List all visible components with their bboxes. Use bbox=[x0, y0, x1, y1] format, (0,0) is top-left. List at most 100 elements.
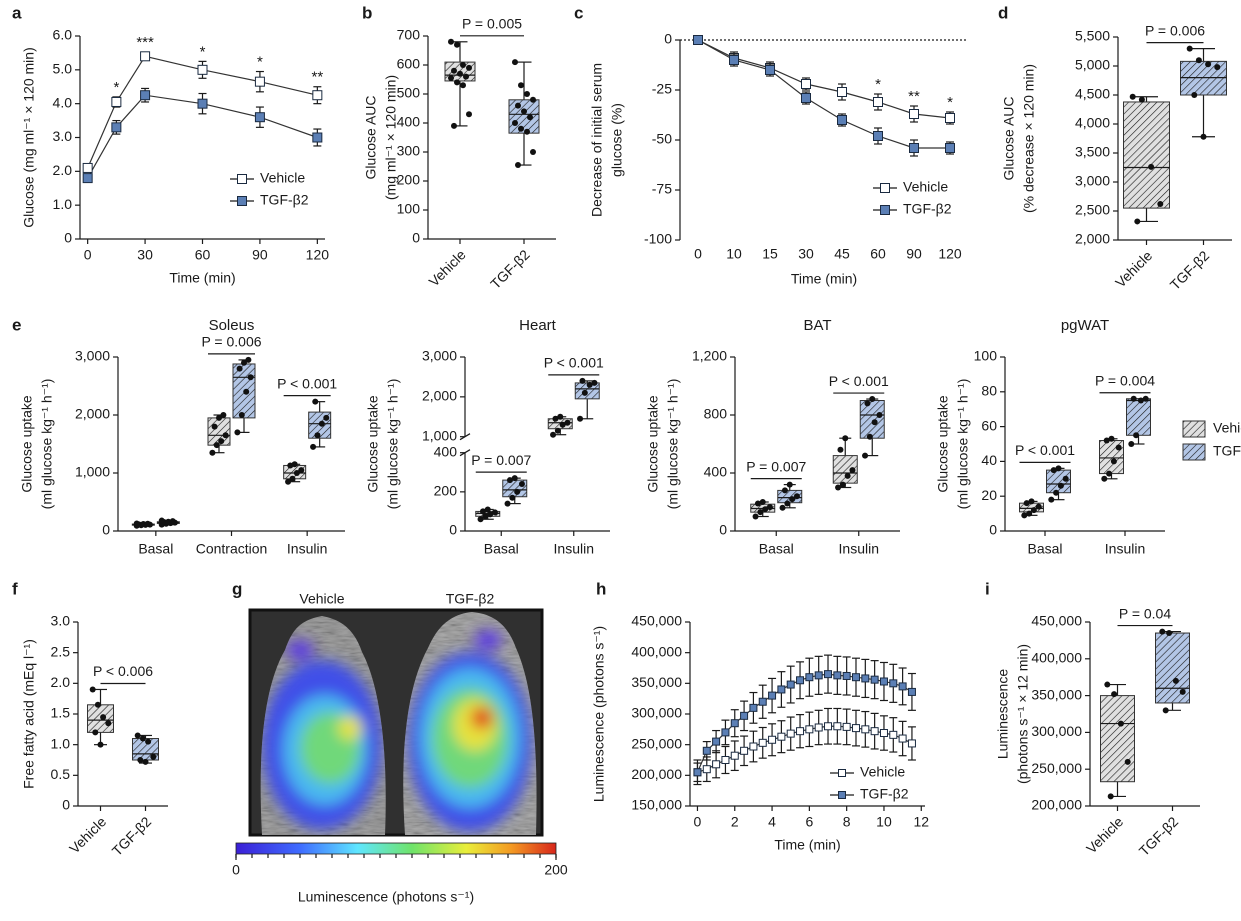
marker bbox=[851, 673, 860, 682]
data-point bbox=[835, 484, 842, 491]
y-axis-label: Free fatty acid (mEq l⁻¹) bbox=[21, 639, 37, 789]
y-tick-label: 300,000 bbox=[1031, 723, 1082, 739]
data-point bbox=[1021, 512, 1028, 519]
y-tick-label: 400 bbox=[704, 464, 728, 480]
x-tick-label: 0 bbox=[694, 246, 702, 262]
image-label: Vehicle bbox=[299, 591, 344, 607]
box bbox=[574, 382, 600, 400]
y-tick-label: 3,000 bbox=[75, 348, 110, 364]
y-tick-label: 60 bbox=[981, 417, 997, 433]
data-point bbox=[466, 111, 472, 118]
y-axis-label: Glucose uptake bbox=[935, 395, 951, 492]
data-point bbox=[754, 500, 761, 507]
data-point bbox=[530, 149, 536, 155]
panel-title: Heart bbox=[519, 317, 557, 334]
significance: *** bbox=[136, 34, 154, 51]
y-tick-label: 500 bbox=[397, 85, 421, 101]
data-point bbox=[550, 431, 557, 438]
data-point bbox=[1162, 707, 1169, 714]
x-tick-label: 2 bbox=[731, 814, 739, 830]
data-point bbox=[165, 518, 172, 525]
x-tick-label: 120 bbox=[306, 247, 330, 263]
x-tick-label: Basal bbox=[484, 541, 519, 557]
data-point bbox=[1111, 691, 1118, 698]
data-point bbox=[1035, 503, 1042, 510]
data-point bbox=[1186, 45, 1193, 52]
x-tick-label: TGF-β2 bbox=[1136, 813, 1182, 859]
data-point bbox=[1191, 92, 1198, 98]
marker bbox=[749, 742, 758, 751]
box bbox=[87, 704, 114, 733]
y-tick-label: 450,000 bbox=[1031, 613, 1082, 629]
data-point bbox=[524, 128, 530, 135]
marker bbox=[786, 680, 795, 689]
y-tick-label: 20 bbox=[981, 487, 997, 503]
data-point bbox=[293, 470, 300, 476]
data-point bbox=[323, 414, 330, 421]
data-point bbox=[579, 377, 586, 384]
marker bbox=[82, 173, 93, 184]
y-tick-label: 250,000 bbox=[1031, 760, 1082, 776]
data-point bbox=[866, 433, 873, 440]
y-tick-label: 1,000 bbox=[422, 427, 457, 443]
x-tick-label: 45 bbox=[834, 246, 850, 262]
y-tick-label: 0 bbox=[64, 230, 72, 246]
y-tick-label: 700 bbox=[397, 27, 421, 43]
y-axis-label: Glucose AUC bbox=[363, 95, 379, 179]
x-tick-label: Vehicle bbox=[66, 813, 109, 856]
data-point bbox=[1133, 432, 1140, 439]
y-axis-label: (ml glucose kg⁻¹ h⁻¹) bbox=[665, 379, 681, 510]
x-tick-label: 8 bbox=[843, 814, 851, 830]
x-tick-label: 60 bbox=[195, 247, 211, 263]
marker bbox=[765, 65, 775, 75]
marker bbox=[768, 735, 777, 744]
x-tick-label: TGF-β2 bbox=[487, 246, 533, 292]
data-point bbox=[1026, 510, 1033, 517]
data-point bbox=[837, 446, 844, 453]
marker bbox=[873, 97, 883, 107]
data-point bbox=[554, 427, 561, 434]
data-point bbox=[94, 701, 101, 708]
marker bbox=[833, 671, 842, 680]
y-tick-label: 200 bbox=[397, 172, 421, 188]
y-tick-label: 40 bbox=[981, 452, 997, 468]
x-tick-label: 90 bbox=[906, 246, 922, 262]
y-tick-label: 400 bbox=[397, 114, 421, 130]
x-axis-label: Time (min) bbox=[169, 270, 235, 286]
p-value: P = 0.007 bbox=[471, 452, 531, 468]
data-point bbox=[518, 125, 524, 132]
marker bbox=[730, 751, 739, 760]
y-tick-label: 0 bbox=[412, 230, 420, 246]
data-point bbox=[511, 475, 518, 482]
data-point bbox=[1195, 57, 1202, 64]
data-point bbox=[460, 62, 466, 68]
y-tick-label: 0.5 bbox=[51, 766, 71, 782]
p-value: P = 0.005 bbox=[462, 16, 522, 32]
data-point bbox=[451, 122, 457, 129]
data-point bbox=[504, 500, 511, 507]
panel-letter: h bbox=[596, 579, 606, 598]
marker bbox=[851, 724, 860, 733]
data-point bbox=[318, 420, 325, 427]
y-tick-label: 2.5 bbox=[51, 643, 71, 659]
y-tick-label: 5,000 bbox=[1075, 57, 1110, 73]
x-tick-label: Basal bbox=[1027, 541, 1062, 557]
data-point bbox=[1030, 507, 1037, 514]
data-point bbox=[1115, 444, 1122, 451]
legend-label: Vehicle bbox=[260, 170, 305, 186]
data-point bbox=[285, 478, 292, 485]
x-tick-label: Vehicle bbox=[1083, 813, 1126, 856]
data-point bbox=[844, 472, 851, 479]
legend-label: TGF-β2 bbox=[260, 192, 309, 208]
marker bbox=[730, 719, 739, 728]
data-point bbox=[876, 412, 883, 418]
data-point bbox=[1166, 630, 1173, 637]
y-tick-label: 0 bbox=[719, 522, 727, 538]
x-axis-label: Time (min) bbox=[774, 837, 840, 853]
marker bbox=[796, 727, 805, 736]
panel-title: pgWAT bbox=[1061, 317, 1109, 334]
data-point bbox=[220, 412, 227, 418]
data-point bbox=[1179, 688, 1186, 695]
data-point bbox=[586, 381, 593, 388]
x-tick-label: Insulin bbox=[287, 541, 327, 557]
